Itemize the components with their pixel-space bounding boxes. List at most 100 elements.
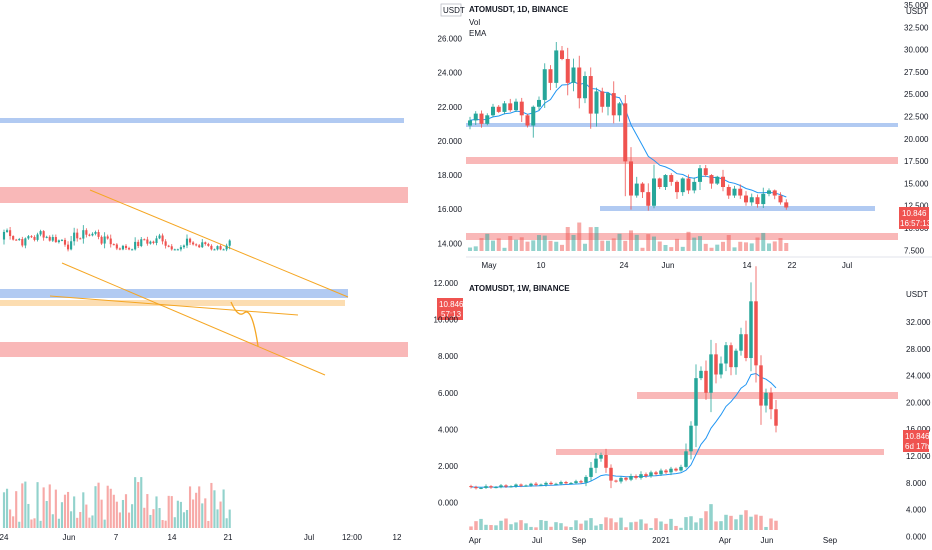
left-volume-bar <box>109 488 112 528</box>
br-volume-bar <box>654 518 658 530</box>
br-x-tick: Jul <box>532 536 542 545</box>
br-volume-bar <box>689 516 693 530</box>
left-volume-bar <box>27 503 30 528</box>
br-volume-bar <box>574 520 578 530</box>
br-candle <box>504 485 508 487</box>
br-volume-bar <box>514 522 518 530</box>
tr-candle <box>743 195 749 203</box>
left-volume-bar <box>143 507 146 528</box>
left-volume-bar <box>161 520 164 528</box>
left-x-tick: 12:00 <box>342 533 363 542</box>
br-candle <box>509 486 513 488</box>
left-blue-zone-top <box>0 118 404 123</box>
tr-indicator-ema: EMA <box>469 29 487 38</box>
tr-candle <box>531 106 536 126</box>
tr-candle <box>634 183 639 196</box>
left-volume-bar <box>82 492 85 528</box>
left-volume-bar <box>42 487 45 528</box>
tr-candle <box>680 178 685 193</box>
br-volume-bar <box>729 515 733 530</box>
left-volume-bar <box>88 517 91 528</box>
tr-volume-bar <box>720 241 726 251</box>
br-volume-bar <box>629 522 633 530</box>
left-volume-bar <box>79 511 82 528</box>
br-candle <box>474 487 478 489</box>
daily-chart-panel[interactable]: USDT ATOMUSDT, 1D, BINANCE Vol EMA 14.00… <box>438 1 932 270</box>
tr-candle <box>738 188 743 196</box>
tr-y-tick-right: 12.500 <box>904 202 929 211</box>
tr-volume-bar <box>663 244 668 251</box>
tr-ema-line <box>469 80 787 198</box>
left-chart-panel[interactable]: 24 Jun 7 14 21 Jul 12:00 12 10.846 57:13 <box>0 118 464 542</box>
tr-candle <box>784 202 789 208</box>
tr-volume-bar <box>709 247 714 251</box>
left-volume-bar <box>118 512 121 528</box>
weekly-chart-panel[interactable]: ATOMUSDT, 1W, BINANCE 0.000 2.000 4.000 6.0… <box>434 266 931 545</box>
tr-candle <box>519 101 524 116</box>
tr-volume-bar <box>485 233 490 251</box>
left-candle <box>225 245 228 250</box>
br-volume-bar <box>664 523 668 530</box>
tr-volume-bar <box>772 241 777 251</box>
br-candle <box>649 472 653 477</box>
left-candle <box>66 244 70 250</box>
br-candle <box>689 425 693 452</box>
tr-x-tick: May <box>481 261 496 270</box>
left-volume-bar <box>167 495 170 528</box>
tr-candle <box>594 91 599 114</box>
left-volume-bar <box>158 508 161 528</box>
br-price-value: 10.846 <box>905 432 930 441</box>
tr-candle <box>761 193 766 205</box>
left-volume-bar <box>131 504 134 528</box>
left-volume-bar <box>39 520 42 528</box>
tr-volume-bar <box>479 238 484 251</box>
left-candle <box>112 244 115 246</box>
tr-candle <box>502 103 507 112</box>
br-volume-bar <box>644 523 648 530</box>
left-blue-zone-support <box>0 289 348 298</box>
br-volume-bar <box>544 520 548 530</box>
br-x-tick: Jun <box>761 536 774 545</box>
left-volume-bar <box>70 511 73 528</box>
br-volume-bar <box>714 521 718 530</box>
tr-candle <box>628 161 634 196</box>
left-candle <box>182 245 186 248</box>
tr-candle <box>600 91 605 107</box>
tr-candle <box>559 50 565 59</box>
br-candle <box>719 363 723 375</box>
tr-indicator-vol: Vol <box>469 18 480 27</box>
br-candle <box>514 484 518 487</box>
left-candle <box>9 230 12 237</box>
br-volume-bar <box>579 523 583 530</box>
left-candle <box>143 239 146 241</box>
br-candle <box>519 484 523 486</box>
br-candle <box>569 482 573 484</box>
br-candle <box>754 301 758 366</box>
left-volume-bar <box>100 499 103 528</box>
br-volume-bar <box>694 522 698 530</box>
left-volume-bar <box>137 482 140 528</box>
left-candle <box>198 245 201 248</box>
tr-candle <box>490 106 496 116</box>
tr-candle <box>692 181 697 191</box>
left-candle <box>60 239 64 241</box>
br-volume-bar <box>769 518 773 530</box>
tr-volume-bar <box>571 234 576 251</box>
tr-y-tick-right: 7.500 <box>904 246 925 255</box>
tr-volume-bar <box>732 247 737 251</box>
left-volume-bar <box>5 488 9 528</box>
left-x-tick: Jun <box>63 533 76 542</box>
left-volume-bar <box>63 494 67 528</box>
left-candle <box>5 230 9 232</box>
tr-volume-bar <box>778 238 783 251</box>
left-candle <box>140 239 143 247</box>
br-volume-bar <box>619 517 623 530</box>
left-candle <box>213 249 216 251</box>
tr-candle <box>640 183 645 193</box>
br-volume-bar <box>479 518 483 530</box>
tr-volume-bar <box>473 246 478 251</box>
br-volume-bar <box>699 518 703 530</box>
br-volume-bar <box>549 526 553 530</box>
tr-volume-bar <box>525 241 530 251</box>
